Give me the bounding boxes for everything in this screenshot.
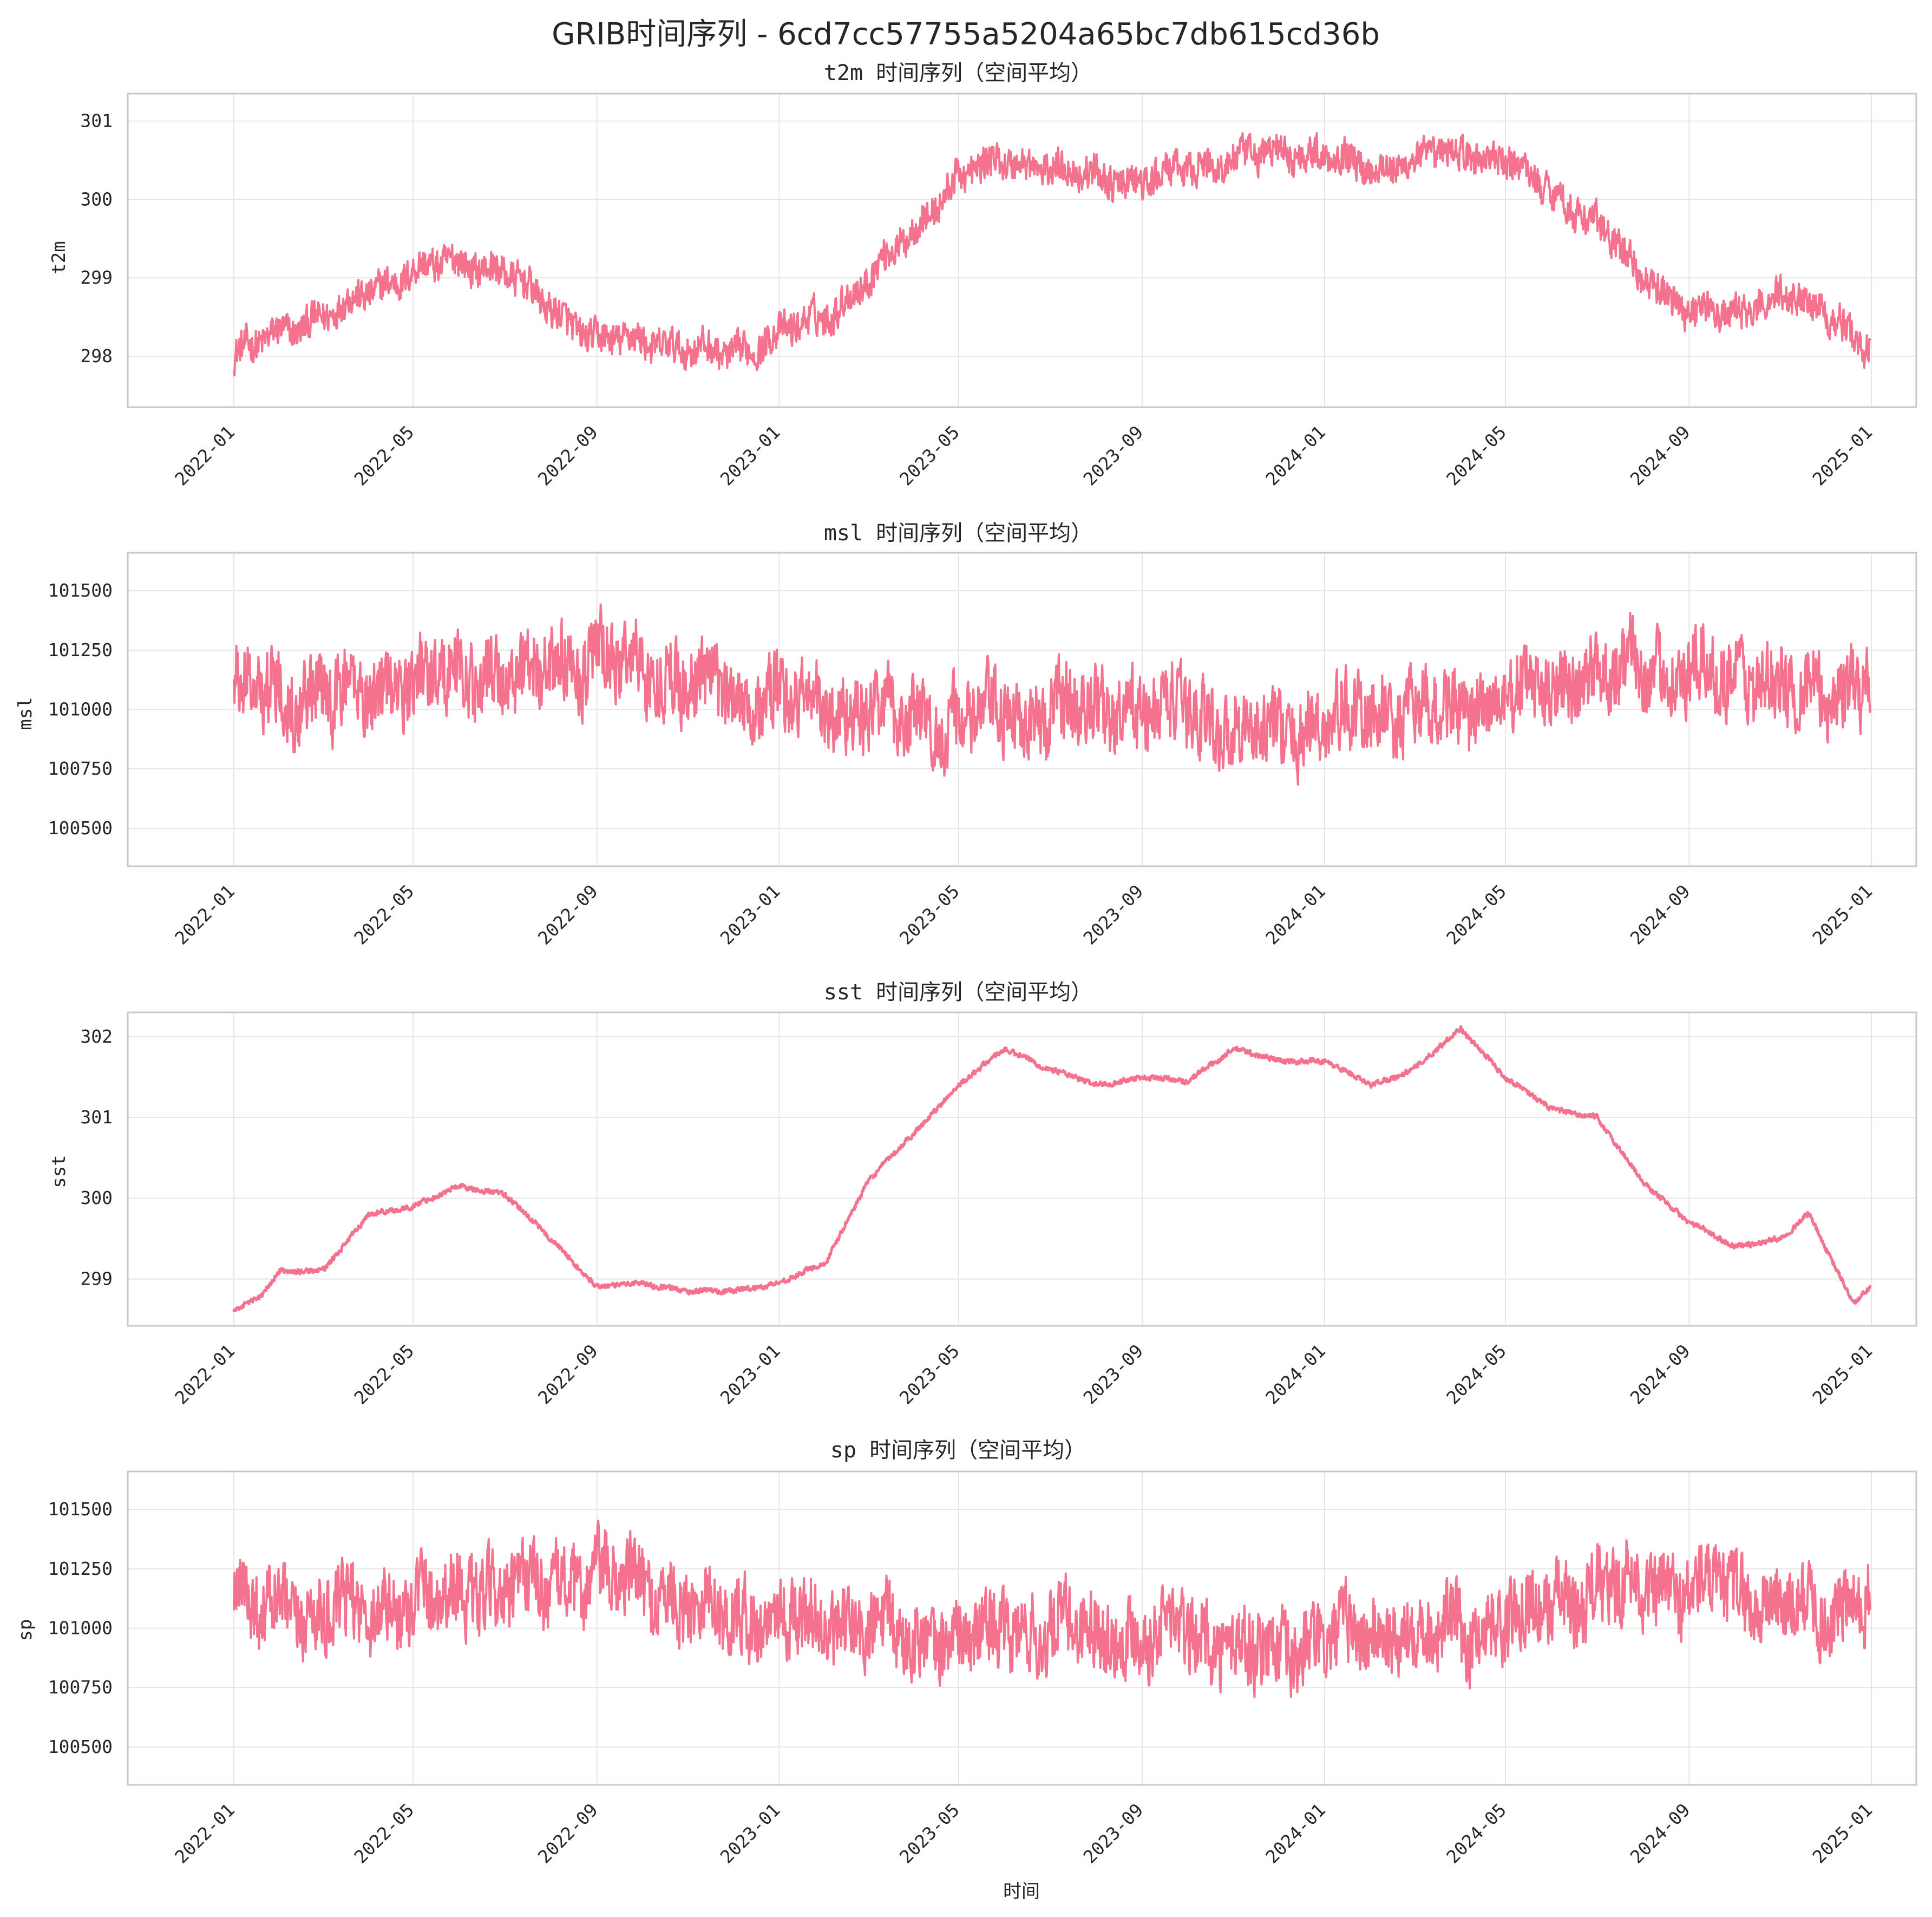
t2m-xtick-9: 2025-01 [1808, 422, 1876, 490]
msl-xtick-6: 2024-01 [1261, 881, 1330, 949]
subplot-t2m-ylabel: t2m [48, 241, 70, 274]
msl-xtick-5: 2023-09 [1079, 881, 1147, 949]
subplot-sst-title: sst 时间序列（空间平均） [824, 980, 1092, 1005]
t2m-axes-frame [127, 93, 1917, 408]
sst-xtick-1: 2022-05 [350, 1340, 418, 1409]
subplot-msl: msl 时间序列（空间平均） msl 2022-01 2022-05 2022-09… [15, 521, 1917, 949]
subplot-msl-title: msl 时间序列（空间平均） [824, 521, 1092, 546]
msl-ytick-4: 101500 [48, 580, 113, 601]
t2m-ytick-1: 299 [80, 267, 113, 288]
sst-xtick-4: 2023-05 [895, 1340, 964, 1409]
msl-ytick-3: 101250 [48, 639, 113, 660]
t2m-xtick-2: 2022-09 [534, 422, 602, 490]
sst-ytick-1: 300 [80, 1187, 113, 1208]
sp-ytick-3: 101250 [48, 1558, 113, 1579]
sp-xtick-8: 2024-09 [1626, 1800, 1694, 1868]
subplot-sst-ylabel: sst [48, 1155, 70, 1188]
sp-xtick-1: 2022-05 [350, 1800, 418, 1868]
subplot-sst-plot-area: 2022-01 2022-05 2022-09 2023-01 2023-05 2023-… [80, 1011, 1917, 1409]
subplot-sp-title: sp 时间序列（空间平均） [830, 1438, 1086, 1463]
msl-axes-frame [127, 552, 1917, 867]
t2m-xtick-0: 2022-01 [171, 422, 239, 490]
subplot-sp-ylabel: sp [15, 1619, 36, 1641]
subplot-sp-plot-area: 2022-01 2022-05 2022-09 2023-01 2023-05 2023-… [48, 1470, 1917, 1868]
t2m-series-line [233, 132, 1871, 377]
sp-xtick-2: 2022-09 [534, 1800, 602, 1868]
sp-ytick-0: 100500 [48, 1736, 113, 1757]
sst-xtick-7: 2024-05 [1442, 1340, 1510, 1409]
sp-ytick-1: 100750 [48, 1677, 113, 1698]
sp-xtick-5: 2023-09 [1079, 1800, 1147, 1868]
t2m-ytick-3: 301 [80, 110, 113, 132]
sp-ytick-4: 101500 [48, 1499, 113, 1520]
subplot-t2m-plot-area: 2022-01 2022-05 2022-09 2023-01 2023-05 2023-… [80, 93, 1917, 490]
msl-xtick-8: 2024-09 [1626, 881, 1694, 949]
subplot-sp: sp 时间序列（空间平均） sp 2022-01 2022-05 2022-09 20… [15, 1438, 1917, 1868]
subplot-t2m: t2m 时间序列（空间平均） t2m 2022-01 2022-05 2022-09… [48, 61, 1917, 490]
subplot-sst: sst 时间序列（空间平均） sst 2022-01 2022-05 2022-09… [48, 980, 1917, 1409]
sst-xtick-3: 2023-01 [716, 1340, 784, 1409]
msl-ytick-2: 101000 [48, 699, 113, 720]
msl-ytick-1: 100750 [48, 758, 113, 779]
t2m-xtick-4: 2023-05 [895, 422, 964, 490]
msl-xtick-0: 2022-01 [171, 881, 239, 949]
sp-ytick-2: 101000 [48, 1618, 113, 1639]
msl-xtick-2: 2022-09 [534, 881, 602, 949]
subplot-t2m-title: t2m 时间序列（空间平均） [824, 61, 1092, 86]
sst-xtick-2: 2022-09 [534, 1340, 602, 1409]
sp-xtick-3: 2023-01 [716, 1800, 784, 1868]
sp-xtick-7: 2024-05 [1442, 1800, 1510, 1868]
sst-xtick-9: 2025-01 [1808, 1340, 1876, 1409]
sst-xtick-5: 2023-09 [1079, 1340, 1147, 1409]
sst-xtick-8: 2024-09 [1626, 1340, 1694, 1409]
sp-axes-frame [127, 1470, 1917, 1786]
sst-ytick-3: 302 [80, 1026, 113, 1047]
msl-xtick-9: 2025-01 [1808, 881, 1876, 949]
msl-ytick-0: 100500 [48, 817, 113, 839]
t2m-xtick-8: 2024-09 [1626, 422, 1694, 490]
t2m-xtick-3: 2023-01 [716, 422, 784, 490]
subplot-msl-ylabel: msl [15, 697, 36, 730]
t2m-ytick-0: 298 [80, 345, 113, 367]
sst-xtick-0: 2022-01 [171, 1340, 239, 1409]
subplot-msl-plot-area: 2022-01 2022-05 2022-09 2023-01 2023-05 2023-… [48, 552, 1917, 949]
sp-xtick-4: 2023-05 [895, 1800, 964, 1868]
msl-xtick-4: 2023-05 [895, 881, 964, 949]
sst-axes-frame [127, 1011, 1917, 1327]
t2m-xtick-5: 2023-09 [1079, 422, 1147, 490]
msl-xtick-1: 2022-05 [350, 881, 418, 949]
x-axis-label: 时间 [1003, 1881, 1040, 1902]
sst-ytick-2: 301 [80, 1107, 113, 1128]
sst-ytick-0: 299 [80, 1268, 113, 1289]
msl-series-line [233, 603, 1871, 786]
t2m-ytick-2: 300 [80, 188, 113, 210]
figure-title: GRIB时间序列 - 6cd7cc57755a5204a65bc7db615cd… [552, 17, 1380, 52]
sst-series-line [232, 1025, 1871, 1312]
msl-xtick-3: 2023-01 [716, 881, 784, 949]
t2m-xtick-7: 2024-05 [1442, 422, 1510, 490]
sp-xtick-6: 2024-01 [1261, 1800, 1330, 1868]
sst-xtick-6: 2024-01 [1261, 1340, 1330, 1409]
t2m-xtick-6: 2024-01 [1261, 422, 1330, 490]
sp-series-line [233, 1520, 1871, 1698]
t2m-xtick-1: 2022-05 [350, 422, 418, 490]
msl-xtick-7: 2024-05 [1442, 881, 1510, 949]
sp-xtick-9: 2025-01 [1808, 1800, 1876, 1868]
sp-xtick-0: 2022-01 [171, 1800, 239, 1868]
